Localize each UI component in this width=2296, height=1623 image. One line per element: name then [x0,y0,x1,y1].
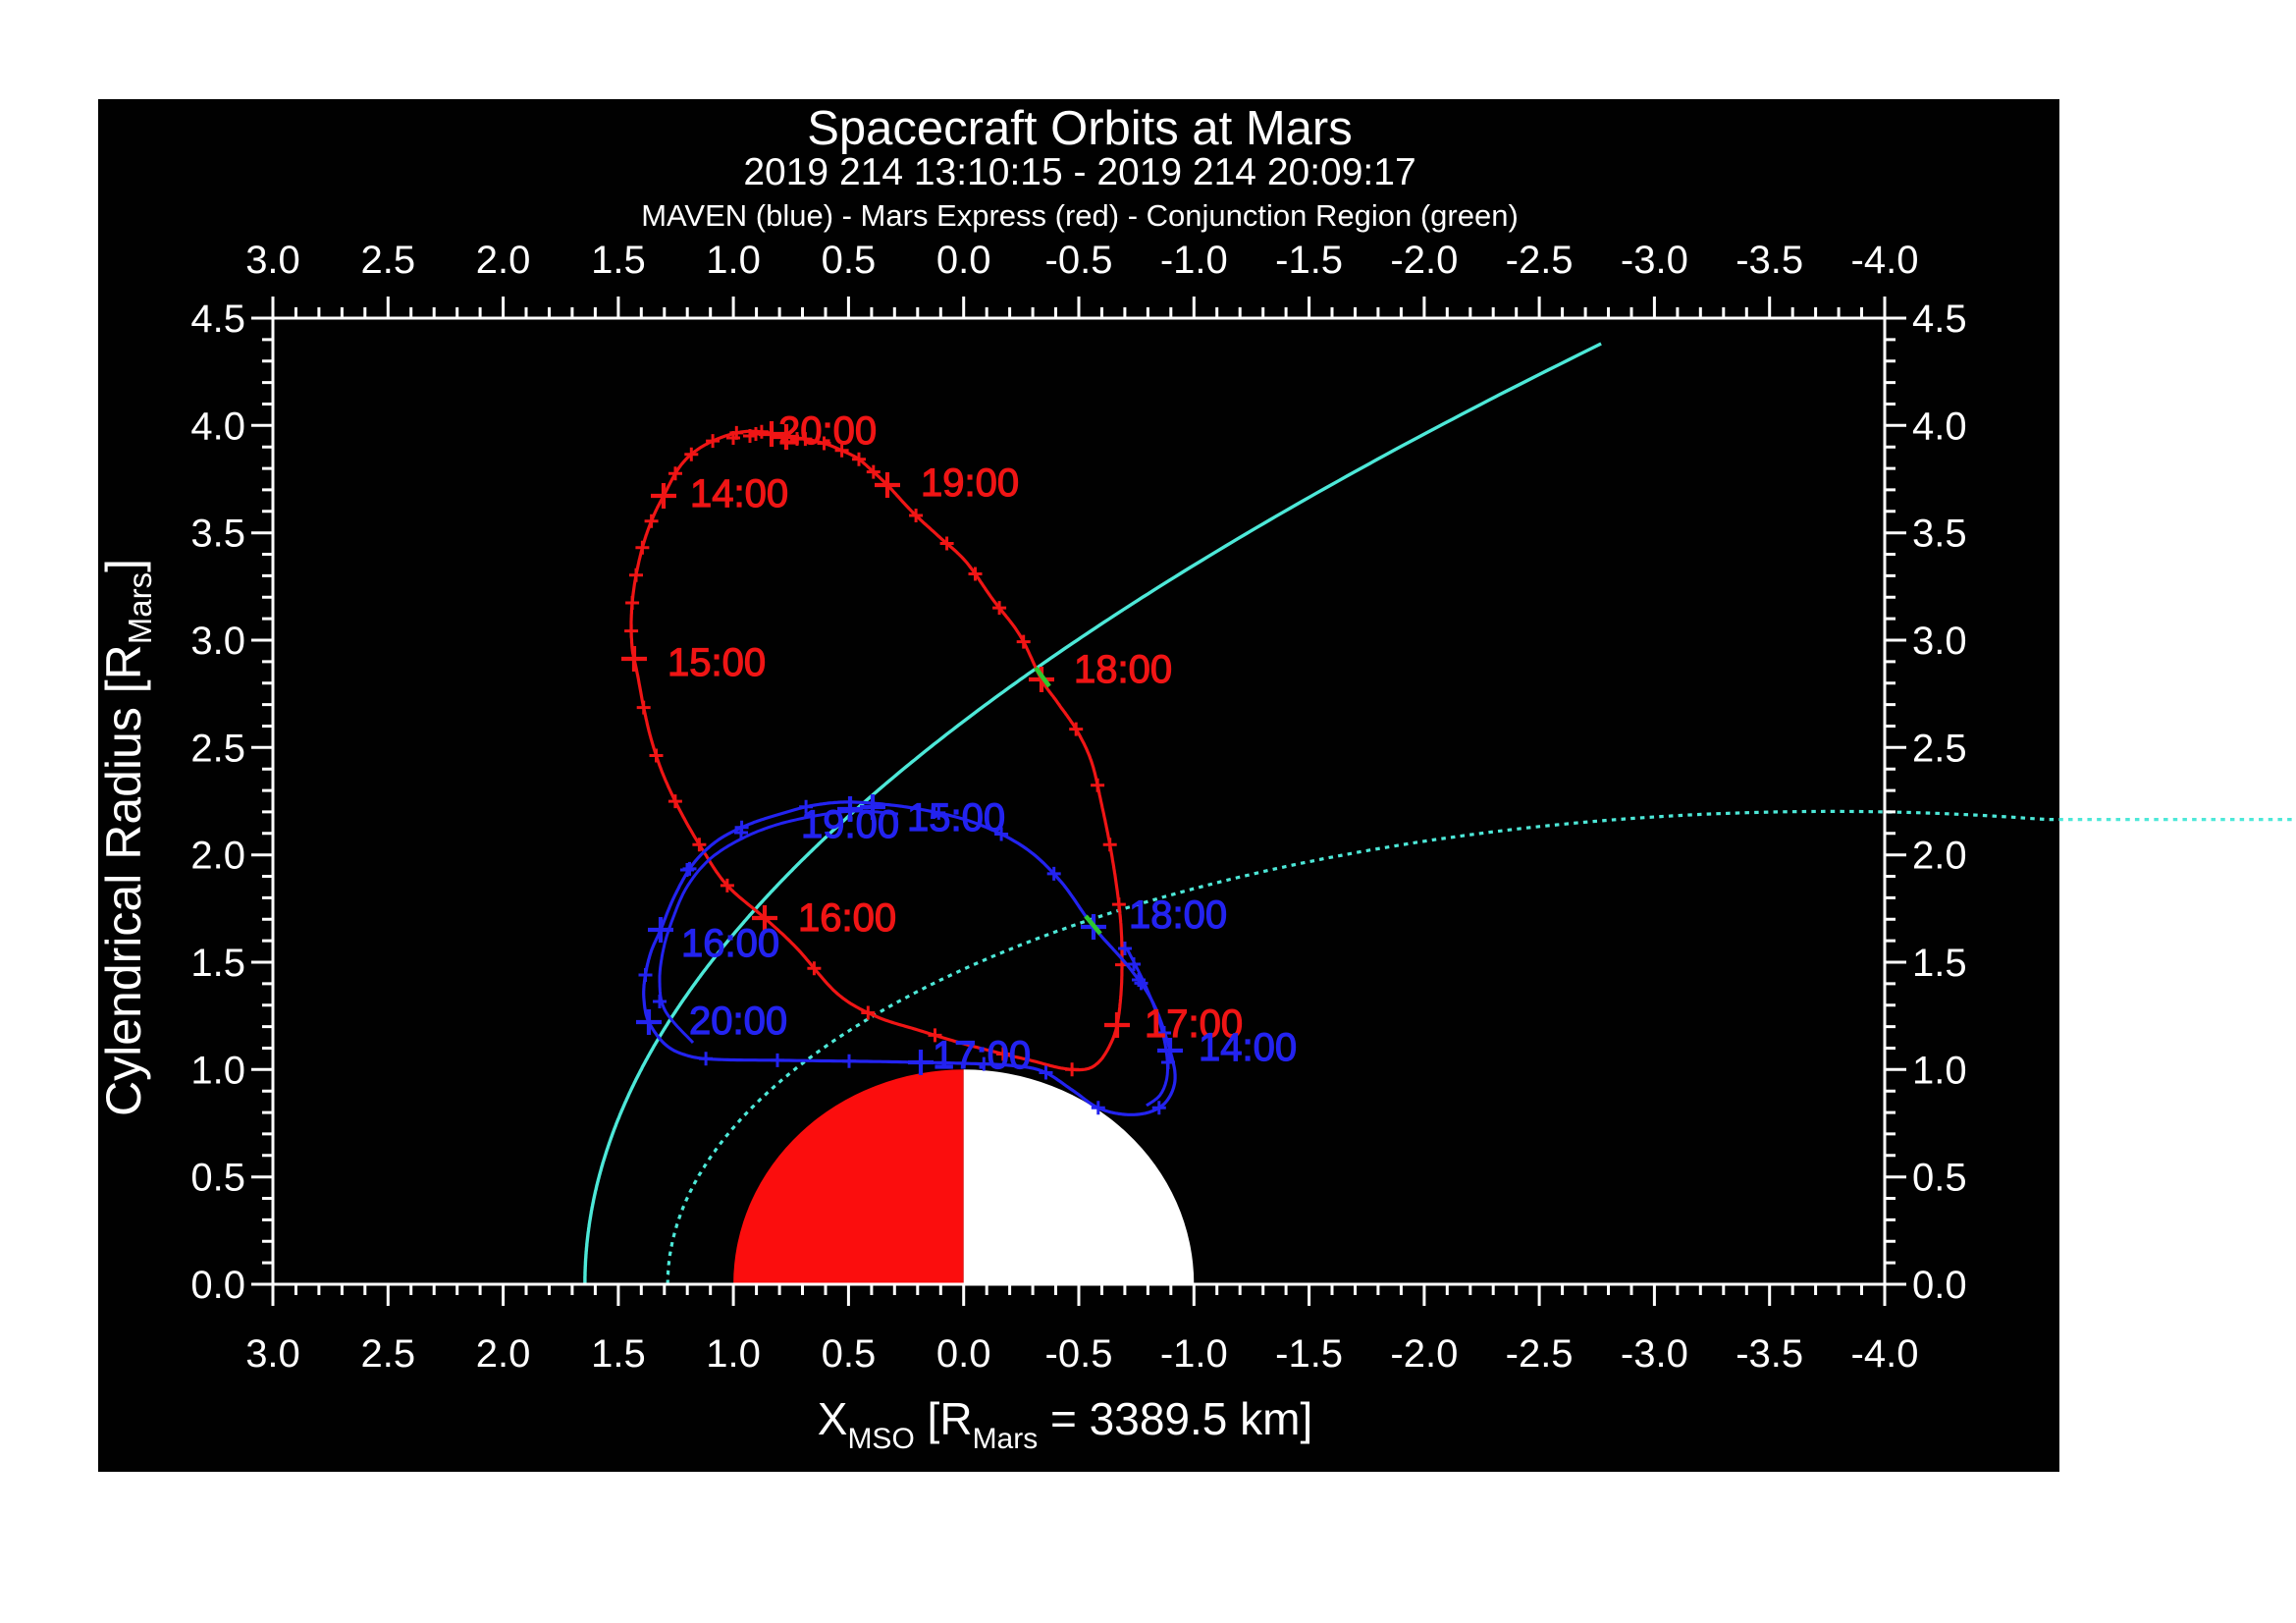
svg-text:Cylendrical Radius [RMars]: Cylendrical Radius [RMars] [96,559,158,1116]
svg-text:3.0: 3.0 [245,239,300,282]
svg-text:-1.5: -1.5 [1275,1332,1343,1376]
svg-text:2.5: 2.5 [360,239,415,282]
svg-text:2.5: 2.5 [1912,727,1967,770]
svg-text:-1.0: -1.0 [1160,239,1228,282]
svg-text:-3.5: -3.5 [1735,239,1803,282]
svg-text:18:00: 18:00 [1074,648,1172,691]
svg-text:-2.5: -2.5 [1506,1332,1574,1376]
svg-text:1.5: 1.5 [190,942,245,985]
svg-text:2.0: 2.0 [476,1332,531,1376]
svg-text:2.0: 2.0 [476,239,531,282]
svg-text:20:00: 20:00 [689,1000,787,1043]
svg-text:-0.5: -0.5 [1045,239,1113,282]
svg-text:1.5: 1.5 [591,1332,646,1376]
svg-text:4.0: 4.0 [1912,405,1967,448]
svg-text:1.0: 1.0 [706,1332,761,1376]
svg-text:-2.0: -2.0 [1390,239,1458,282]
svg-text:0.5: 0.5 [1912,1157,1967,1200]
svg-text:14:00: 14:00 [1199,1026,1297,1069]
svg-text:2.5: 2.5 [360,1332,415,1376]
svg-text:19:00: 19:00 [921,461,1019,505]
svg-text:2.0: 2.0 [1912,835,1967,878]
svg-text:1.5: 1.5 [1912,942,1967,985]
svg-text:Spacecraft Orbits at Mars: Spacecraft Orbits at Mars [807,102,1353,155]
svg-text:15:00: 15:00 [667,641,766,684]
svg-text:2.0: 2.0 [190,835,245,878]
svg-text:3.0: 3.0 [1912,620,1967,663]
svg-text:1.0: 1.0 [1912,1049,1967,1092]
svg-text:1.0: 1.0 [706,239,761,282]
svg-text:2019 214 13:10:15 - 2019 214 2: 2019 214 13:10:15 - 2019 214 20:09:17 [743,151,1415,193]
svg-text:-1.0: -1.0 [1160,1332,1228,1376]
svg-text:16:00: 16:00 [798,896,896,940]
svg-text:1.5: 1.5 [591,239,646,282]
svg-text:0.0: 0.0 [936,239,991,282]
svg-text:-2.5: -2.5 [1506,239,1574,282]
svg-text:-4.0: -4.0 [1851,1332,1919,1376]
svg-text:-3.5: -3.5 [1735,1332,1803,1376]
svg-text:4.5: 4.5 [190,298,245,341]
svg-text:20:00: 20:00 [778,409,877,453]
svg-text:0.5: 0.5 [822,1332,877,1376]
svg-text:3.0: 3.0 [190,620,245,663]
svg-text:-4.0: -4.0 [1851,239,1919,282]
svg-text:3.0: 3.0 [245,1332,300,1376]
svg-text:0.0: 0.0 [936,1332,991,1376]
svg-text:4.5: 4.5 [1912,298,1967,341]
svg-text:3.5: 3.5 [190,513,245,556]
svg-text:0.5: 0.5 [190,1157,245,1200]
svg-text:14:00: 14:00 [690,472,788,515]
svg-text:0.0: 0.0 [1912,1264,1967,1307]
svg-text:4.0: 4.0 [190,405,245,448]
svg-text:-3.0: -3.0 [1621,1332,1688,1376]
svg-text:MAVEN (blue) - Mars Express (r: MAVEN (blue) - Mars Express (red) - Conj… [641,198,1519,233]
svg-text:-0.5: -0.5 [1045,1332,1113,1376]
svg-text:17:00: 17:00 [1145,1002,1243,1046]
svg-text:19:00: 19:00 [801,803,899,846]
svg-text:0.0: 0.0 [190,1264,245,1307]
svg-text:3.5: 3.5 [1912,513,1967,556]
svg-text:-1.5: -1.5 [1275,239,1343,282]
svg-text:-3.0: -3.0 [1621,239,1688,282]
svg-text:16:00: 16:00 [681,922,779,965]
svg-text:2.5: 2.5 [190,727,245,770]
svg-text:XMSO [RMars = 3389.5 km]: XMSO [RMars = 3389.5 km] [818,1393,1312,1455]
svg-text:18:00: 18:00 [1129,893,1227,937]
svg-text:0.5: 0.5 [822,239,877,282]
svg-text:1.0: 1.0 [190,1049,245,1092]
svg-text:15:00: 15:00 [907,796,1005,839]
svg-text:17:00: 17:00 [933,1034,1031,1077]
svg-text:-2.0: -2.0 [1390,1332,1458,1376]
